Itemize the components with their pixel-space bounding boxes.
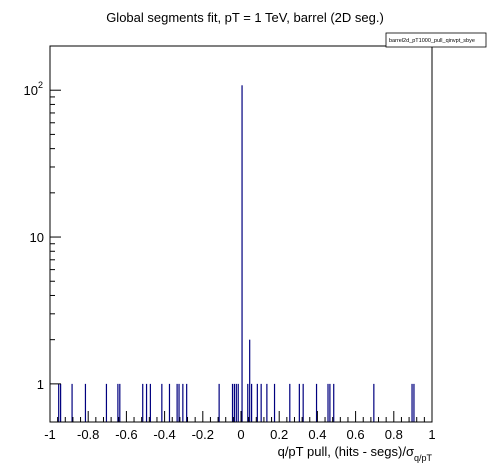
histogram-bar [289, 383, 291, 422]
histogram-bar [145, 383, 148, 422]
histogram-bar [176, 383, 178, 422]
histogram-bar [218, 383, 220, 422]
x-tick-label: 0.6 [347, 427, 365, 442]
histogram-bar [266, 383, 268, 422]
histogram-bar [247, 383, 249, 422]
histogram-bar [235, 383, 237, 422]
histogram-bar [117, 383, 119, 422]
histogram-bars [58, 85, 415, 422]
x-tick-label: -0.4 [153, 427, 175, 442]
x-tick-label: -1 [44, 427, 56, 442]
x-tick-label: -0.2 [192, 427, 214, 442]
x-tick-label: 0 [237, 427, 244, 442]
histogram-bar [142, 383, 144, 422]
histogram-bar [241, 85, 243, 422]
x-tick-label: -0.6 [115, 427, 137, 442]
histogram-bar [119, 383, 121, 422]
histogram-bar [411, 383, 413, 422]
plot-frame [49, 45, 433, 423]
histogram-bar [249, 339, 251, 422]
y-tick-label: 1 [37, 377, 44, 392]
histogram-bar [161, 383, 163, 422]
histogram-bar [186, 383, 188, 422]
histogram-bar [105, 383, 108, 422]
histogram-bar [315, 383, 318, 422]
histogram-bar [302, 383, 304, 422]
x-tick-label: 0.8 [385, 427, 403, 442]
histogram-bar [237, 383, 239, 422]
x-axis-label: q/pT pull, (hits - segs)/σq/pT [278, 444, 433, 463]
histogram-bar [84, 383, 87, 422]
histogram-bar [231, 383, 234, 422]
x-tick-label: -0.8 [77, 427, 99, 442]
y-tick-label: 10 [30, 230, 44, 245]
histogram-bar [413, 383, 415, 422]
x-tick-label: 1 [428, 427, 435, 442]
histogram-bar [251, 383, 253, 422]
y-tick-label: 10 [24, 83, 38, 98]
legend-entry: barrel2d_pT1000_pull_qinvpt_sbye [389, 38, 475, 44]
histogram-bar [182, 383, 184, 422]
histogram-bar [298, 383, 300, 422]
histogram-bar [256, 383, 258, 422]
histogram-bar [333, 383, 335, 422]
histogram-bar [329, 383, 331, 422]
histogram-bar [149, 383, 151, 422]
x-axis-label-subscript: q/pT [414, 453, 433, 463]
chart-title: Global segments fit, pT = 1 TeV, barrel … [106, 10, 384, 25]
histogram-bar [233, 383, 236, 422]
histogram-bar [60, 383, 62, 422]
histogram-bar [373, 383, 375, 422]
x-tick-label: 0.2 [270, 427, 288, 442]
x-tick-label: 0.4 [308, 427, 326, 442]
y-tick-exponent: 2 [38, 80, 43, 90]
histogram-bar [260, 383, 262, 422]
x-axis: -1 -0.8 -0.6 -0.4 -0.2 0 0.2 0.4 0.6 0.8 1 [44, 411, 436, 442]
histogram-bar [327, 383, 329, 422]
histogram-bar [178, 383, 180, 422]
histogram-bar [58, 383, 60, 422]
histogram-bar [168, 383, 171, 422]
histogram-bar [273, 383, 276, 422]
legend-box: barrel2d_pT1000_pull_qinvpt_sbye [385, 32, 487, 48]
histogram-bar [71, 383, 73, 422]
legend-frame [385, 32, 487, 48]
x-axis-label-main: q/pT pull, (hits - segs)/σ [278, 444, 414, 459]
